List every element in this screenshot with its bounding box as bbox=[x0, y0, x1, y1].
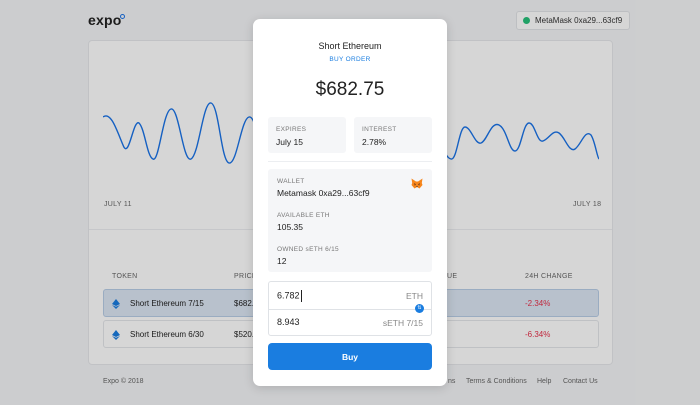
logo[interactable]: expo bbox=[88, 12, 126, 28]
modal-title: Short Ethereum bbox=[318, 41, 382, 51]
owned-seth-label: OWNED sETH 6/15 bbox=[277, 246, 339, 253]
col-header-token: TOKEN bbox=[112, 273, 138, 280]
token-name: Short Ethereum 7/15 bbox=[130, 299, 204, 308]
ethereum-icon bbox=[112, 330, 120, 340]
footer-copyright: Expo © 2018 bbox=[103, 378, 144, 385]
interest-label: INTEREST bbox=[362, 126, 397, 133]
chart-start-date: JULY 11 bbox=[104, 201, 132, 208]
wallet-value: Metamask 0xa29...63cf9 bbox=[277, 188, 370, 198]
available-eth-label: AVAILABLE ETH bbox=[277, 212, 330, 219]
expires-label: EXPIRES bbox=[276, 126, 307, 133]
token-price: $682. bbox=[234, 299, 255, 308]
available-eth-value: 105.35 bbox=[277, 222, 303, 232]
seth-unit-label: sETH 7/15 bbox=[382, 318, 423, 328]
modal-divider bbox=[268, 161, 432, 162]
col-header-price: PRICE bbox=[234, 273, 257, 280]
eth-amount-input[interactable]: 6.782 bbox=[277, 290, 302, 302]
wallet-box: WALLET Metamask 0xa29...63cf9 AVAILABLE … bbox=[268, 169, 432, 272]
wallet-status-button[interactable]: MetaMask 0xa29...63cf9 bbox=[516, 11, 631, 30]
owned-seth-value: 12 bbox=[277, 256, 287, 266]
wallet-label: WALLET bbox=[277, 178, 305, 185]
interest-box: INTEREST 2.78% bbox=[354, 117, 432, 153]
metamask-fox-icon bbox=[411, 178, 423, 189]
footer-link-terms[interactable]: Terms & Conditions bbox=[466, 378, 527, 385]
token-price: $520. bbox=[234, 330, 255, 339]
col-header-value: UE bbox=[447, 273, 458, 280]
modal-price: $682.75 bbox=[315, 79, 385, 100]
token-change: -2.34% bbox=[525, 299, 551, 308]
seth-amount-input[interactable]: 8.943 bbox=[277, 317, 300, 327]
buy-order-modal: Short Ethereum BUY ORDER $682.75 EXPIRES… bbox=[253, 19, 447, 386]
buy-button[interactable]: Buy bbox=[268, 343, 432, 370]
expires-value: July 15 bbox=[276, 137, 303, 147]
amount-input-group: 6.782 ETH ⇅ 8.943 sETH 7/15 bbox=[268, 281, 432, 336]
chart-end-date: JULY 18 bbox=[573, 201, 602, 208]
footer-link-partial[interactable]: ns bbox=[448, 378, 456, 385]
interest-value: 2.78% bbox=[362, 137, 387, 147]
expires-box: EXPIRES July 15 bbox=[268, 117, 346, 153]
eth-unit-label: ETH bbox=[406, 291, 423, 301]
ethereum-icon bbox=[112, 299, 120, 309]
text-caret bbox=[300, 290, 302, 302]
swap-direction-icon[interactable]: ⇅ bbox=[415, 304, 424, 313]
footer-link-help[interactable]: Help bbox=[537, 378, 552, 385]
connected-status-icon bbox=[523, 17, 530, 24]
logo-dot-icon bbox=[120, 14, 126, 19]
token-change: -6.34% bbox=[525, 330, 551, 339]
input-divider bbox=[269, 309, 431, 310]
modal-subtitle: BUY ORDER bbox=[329, 56, 371, 63]
col-header-change: 24H CHANGE bbox=[525, 273, 573, 280]
token-name: Short Ethereum 6/30 bbox=[130, 330, 204, 339]
footer-link-contact[interactable]: Contact Us bbox=[563, 378, 598, 385]
wallet-status-label: MetaMask 0xa29...63cf9 bbox=[535, 16, 623, 25]
